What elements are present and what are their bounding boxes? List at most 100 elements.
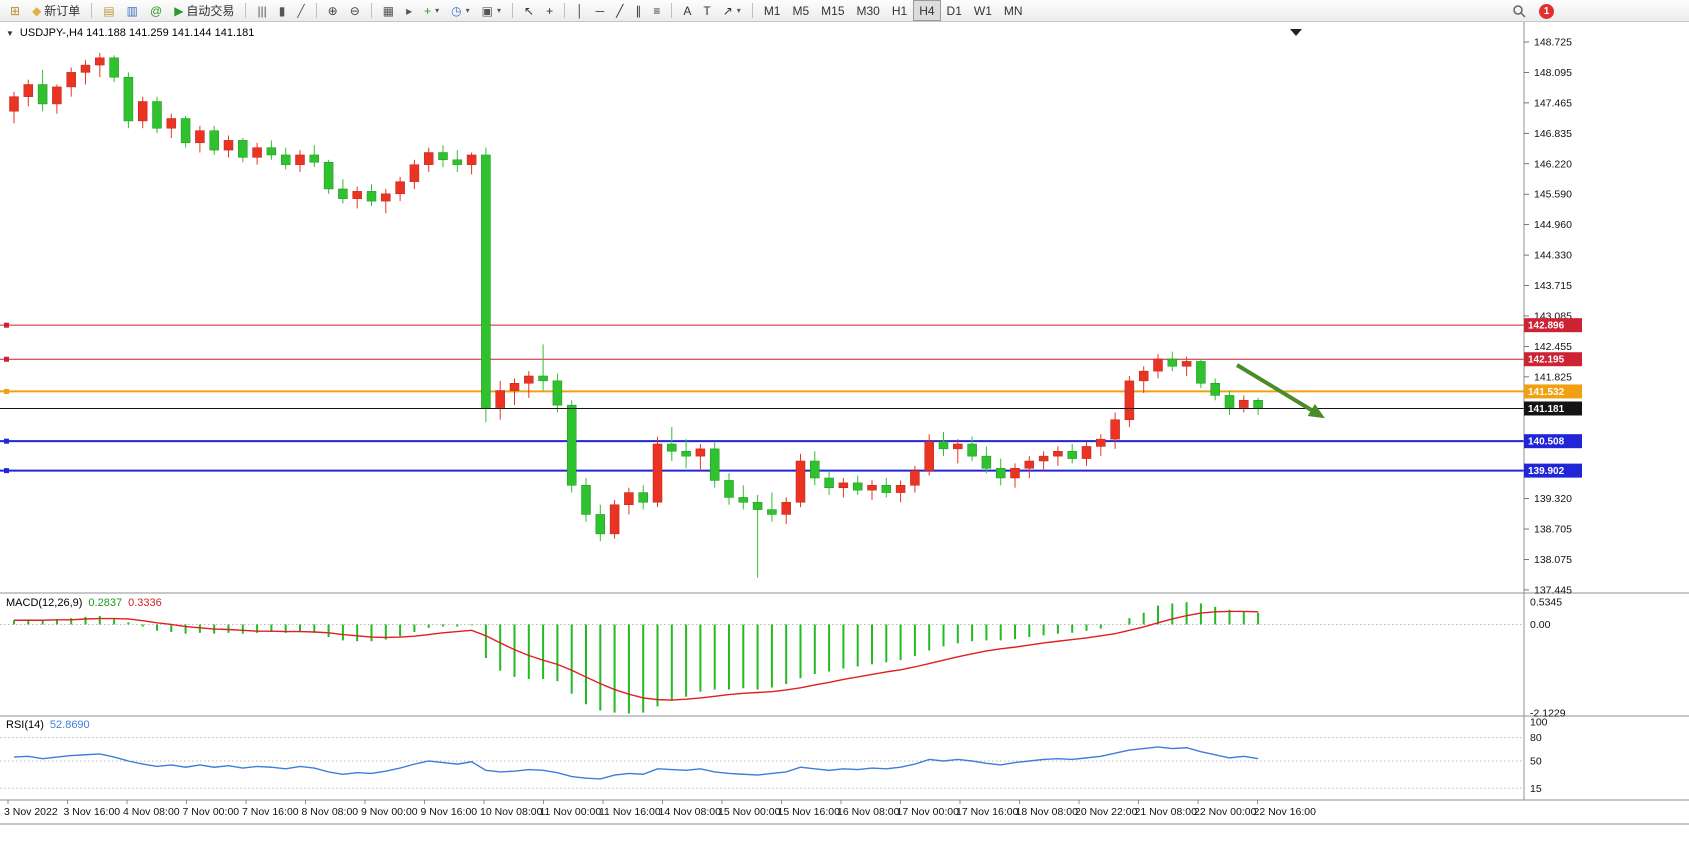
- market-watch-button[interactable]: ▥: [121, 0, 144, 21]
- candle-body: [123, 76, 134, 122]
- svg-text:143.715: 143.715: [1534, 280, 1572, 292]
- profiles-button[interactable]: ▤: [97, 0, 120, 21]
- auto-scroll-button[interactable]: ▸: [400, 0, 418, 21]
- candle-body: [1167, 358, 1178, 367]
- rsi-levels: [0, 737, 1524, 789]
- crosshair-button[interactable]: +: [540, 0, 559, 21]
- auto-trading-label: 自动交易: [186, 4, 235, 18]
- candle-body: [195, 130, 205, 144]
- candle-body: [209, 130, 219, 151]
- rsi-scale-label: 50: [1530, 756, 1542, 768]
- community-button[interactable]: @: [144, 0, 168, 21]
- tf-m5-button[interactable]: M5: [786, 0, 815, 21]
- tile-windows-button[interactable]: ▦: [377, 0, 400, 21]
- new-order-icon: ◆: [32, 3, 42, 18]
- tf-m15-button[interactable]: M15: [815, 0, 850, 21]
- candle-body: [738, 497, 749, 503]
- candle-body: [252, 147, 262, 158]
- candle-body: [80, 64, 91, 73]
- candle-body: [381, 193, 391, 202]
- candle-body: [395, 181, 405, 195]
- candle-body: [624, 492, 634, 505]
- svg-text:139.320: 139.320: [1534, 493, 1572, 505]
- candle-body: [1124, 380, 1135, 420]
- candle-body: [524, 375, 534, 384]
- toolbar-separator: [751, 3, 753, 18]
- bar-chart-button[interactable]: |||: [251, 0, 272, 21]
- price-tag-139.902: 139.902: [1524, 463, 1582, 478]
- candle-body: [1067, 451, 1077, 459]
- tf-mn-button[interactable]: MN: [998, 0, 1029, 21]
- notification-badge[interactable]: 1: [1539, 3, 1554, 19]
- cursor-button[interactable]: ↖: [518, 0, 540, 21]
- line-chart-button[interactable]: ╱: [291, 0, 310, 21]
- chevron-down-icon: ▾: [736, 6, 741, 15]
- text-button[interactable]: A: [677, 0, 697, 21]
- candle-body: [452, 159, 463, 165]
- indicators-button[interactable]: + ▾: [418, 0, 445, 21]
- new-chart-button[interactable]: ⊞: [4, 0, 26, 21]
- price-tag-142.195: 142.195: [1524, 352, 1582, 367]
- time-scale[interactable]: [0, 800, 1689, 824]
- chart-window: 148.725 148.095 147.465 146.835 146.220 145.5…: [0, 22, 1689, 860]
- svg-text:11 Nov 00:00: 11 Nov 00:00: [540, 806, 602, 818]
- zoom-out-button[interactable]: ⊖: [344, 0, 366, 21]
- line-anchor[interactable]: [4, 468, 9, 474]
- tf-m5-label: M5: [792, 3, 810, 18]
- svg-text:141.532: 141.532: [1528, 387, 1565, 398]
- macd-name: MACD(12,26,9): [6, 597, 83, 609]
- fibonacci-button[interactable]: ≡: [647, 0, 666, 21]
- collapse-icon[interactable]: ▼: [6, 28, 14, 38]
- chevron-down-icon: ▾: [465, 6, 470, 15]
- candle-body: [266, 147, 277, 156]
- tf-d1-button[interactable]: D1: [941, 0, 968, 21]
- svg-text:142.896: 142.896: [1528, 321, 1565, 332]
- macd-signal-value: 0.3336: [128, 597, 162, 609]
- tf-m30-button[interactable]: M30: [851, 0, 886, 21]
- svg-text:142.195: 142.195: [1528, 355, 1565, 366]
- new-order-button[interactable]: ◆ 新订单: [26, 0, 86, 21]
- trend-arrow-head: [1307, 403, 1325, 419]
- templates-icon: ▣: [481, 3, 494, 18]
- svg-text:21 Nov 08:00: 21 Nov 08:00: [1135, 806, 1198, 818]
- tf-m1-button[interactable]: M1: [758, 0, 787, 21]
- svg-text:9 Nov 00:00: 9 Nov 00:00: [361, 806, 418, 818]
- arrow-objects-button[interactable]: ↗ ▾: [717, 0, 747, 21]
- chart-shift-marker[interactable]: [1290, 29, 1302, 36]
- zoom-in-button[interactable]: ⊕: [322, 0, 344, 21]
- toolbar-separator: [671, 3, 673, 18]
- candle-body: [95, 57, 105, 66]
- auto-trading-button[interactable]: ▶ 自动交易: [168, 0, 240, 21]
- line-anchor[interactable]: [4, 388, 9, 394]
- svg-text:138.075: 138.075: [1534, 554, 1572, 566]
- text-label-button[interactable]: T: [697, 0, 716, 21]
- horizontal-line-button[interactable]: ─: [590, 0, 611, 21]
- candle-body: [1239, 400, 1249, 408]
- templates-button[interactable]: ▣ ▾: [476, 0, 507, 21]
- candlestick-chart-button[interactable]: ▮: [273, 0, 292, 21]
- macd-signal-line: [14, 610, 1259, 701]
- candle-body: [137, 101, 148, 122]
- toolbar-group: ↖ +: [518, 0, 559, 21]
- trend-arrow-object[interactable]: [1235, 363, 1325, 419]
- tf-h4-button[interactable]: H4: [913, 0, 941, 21]
- line-anchor[interactable]: [4, 438, 9, 444]
- line-anchor[interactable]: [4, 356, 9, 362]
- price-tag-141.181: 141.181: [1524, 401, 1582, 416]
- tile-windows-icon: ▦: [382, 3, 395, 18]
- toolbar-group: ||| ▮ ╱: [251, 0, 310, 21]
- chart-canvas[interactable]: 148.725 148.095 147.465 146.835 146.220 145.5…: [0, 22, 1689, 860]
- vertical-line-button[interactable]: │: [570, 0, 590, 21]
- equidistant-channel-button[interactable]: ∥: [629, 0, 647, 21]
- line-anchor[interactable]: [4, 322, 9, 328]
- trendline-button[interactable]: ╱: [610, 0, 629, 21]
- arrow-objects-icon: ↗: [722, 3, 733, 18]
- search-icon[interactable]: [1512, 4, 1527, 19]
- tf-w1-button[interactable]: W1: [968, 0, 998, 21]
- svg-text:138.705: 138.705: [1534, 524, 1572, 536]
- tf-h1-button[interactable]: H1: [886, 0, 913, 21]
- toolbar-group: │ ─ ╱ ∥ ≡: [570, 0, 666, 21]
- svg-text:146.835: 146.835: [1534, 128, 1572, 140]
- periods-button[interactable]: ◷ ▾: [445, 0, 476, 21]
